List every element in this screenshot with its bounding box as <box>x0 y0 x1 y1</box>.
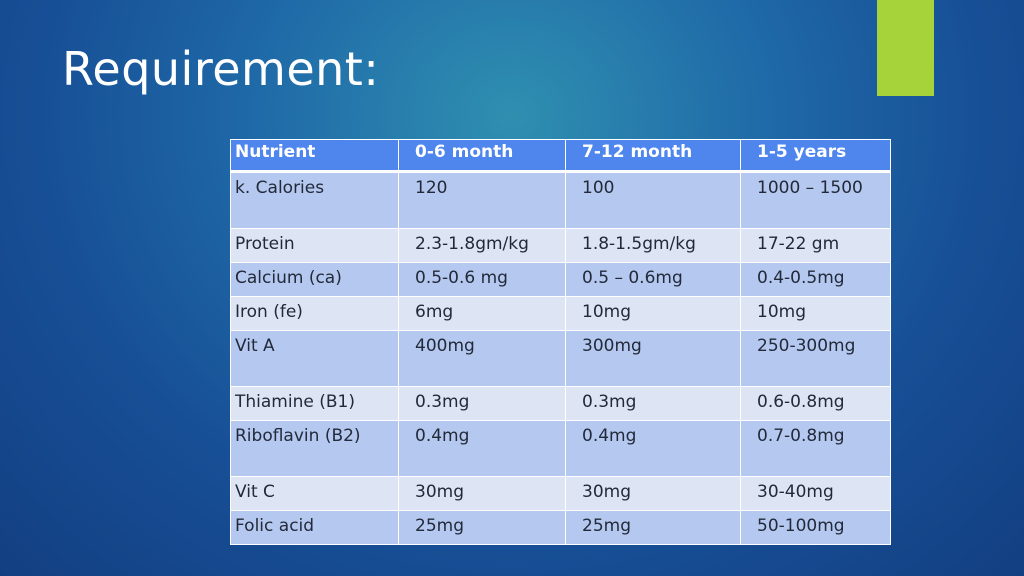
nutrient-cell: Protein <box>230 228 399 263</box>
value-cell: 0.4mg <box>398 420 566 477</box>
value-cell: 30mg <box>398 476 566 511</box>
nutrient-cell: Thiamine (B1) <box>230 386 399 421</box>
slide-title: Requirement: <box>62 42 380 96</box>
nutrient-cell: Vit C <box>230 476 399 511</box>
value-cell: 0.4mg <box>565 420 741 477</box>
value-cell: 300mg <box>565 330 741 387</box>
value-cell: 250-300mg <box>740 330 891 387</box>
value-cell: 1000 – 1500 <box>740 171 891 229</box>
table-row: Vit C 30mg 30mg 30-40mg <box>230 476 891 511</box>
value-cell: 10mg <box>565 296 741 331</box>
value-cell: 25mg <box>565 510 741 545</box>
value-cell: 50-100mg <box>740 510 891 545</box>
value-cell: 0.4-0.5mg <box>740 262 891 297</box>
value-cell: 400mg <box>398 330 566 387</box>
value-cell: 30mg <box>565 476 741 511</box>
value-cell: 0.5 – 0.6mg <box>565 262 741 297</box>
nutrient-cell: k. Calories <box>230 171 399 229</box>
nutrient-cell: Vit A <box>230 330 399 387</box>
header-7-12-month: 7-12 month <box>565 139 741 173</box>
nutrient-cell: Riboflavin (B2) <box>230 420 399 477</box>
value-cell: 0.6-0.8mg <box>740 386 891 421</box>
header-0-6-month: 0-6 month <box>398 139 566 173</box>
value-cell: 100 <box>565 171 741 229</box>
table-header-row: Nutrient 0-6 month 7-12 month 1-5 years <box>230 139 891 173</box>
value-cell: 25mg <box>398 510 566 545</box>
nutrient-requirement-table: Nutrient 0-6 month 7-12 month 1-5 years … <box>230 139 891 545</box>
table-row: k. Calories 120 100 1000 – 1500 <box>230 171 891 229</box>
header-nutrient: Nutrient <box>230 139 399 173</box>
value-cell: 0.7-0.8mg <box>740 420 891 477</box>
value-cell: 0.3mg <box>398 386 566 421</box>
nutrient-cell: Calcium (ca) <box>230 262 399 297</box>
value-cell: 1.8-1.5gm/kg <box>565 228 741 263</box>
value-cell: 0.5-0.6 mg <box>398 262 566 297</box>
header-1-5-years: 1-5 years <box>740 139 891 173</box>
table-row: Riboflavin (B2) 0.4mg 0.4mg 0.7-0.8mg <box>230 420 891 477</box>
value-cell: 10mg <box>740 296 891 331</box>
value-cell: 6mg <box>398 296 566 331</box>
table-row: Thiamine (B1) 0.3mg 0.3mg 0.6-0.8mg <box>230 386 891 421</box>
value-cell: 17-22 gm <box>740 228 891 263</box>
nutrient-cell: Folic acid <box>230 510 399 545</box>
table-row: Iron (fe) 6mg 10mg 10mg <box>230 296 891 331</box>
table-row: Folic acid 25mg 25mg 50-100mg <box>230 510 891 545</box>
value-cell: 0.3mg <box>565 386 741 421</box>
value-cell: 120 <box>398 171 566 229</box>
nutrient-cell: Iron (fe) <box>230 296 399 331</box>
value-cell: 2.3-1.8gm/kg <box>398 228 566 263</box>
accent-bar <box>877 0 934 96</box>
value-cell: 30-40mg <box>740 476 891 511</box>
table-row: Vit A 400mg 300mg 250-300mg <box>230 330 891 387</box>
table-row: Calcium (ca) 0.5-0.6 mg 0.5 – 0.6mg 0.4-… <box>230 262 891 297</box>
table-row: Protein 2.3-1.8gm/kg 1.8-1.5gm/kg 17-22 … <box>230 228 891 263</box>
